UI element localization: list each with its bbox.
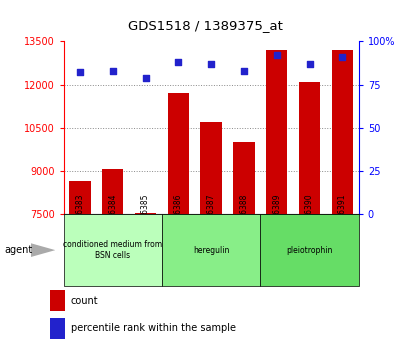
- Text: pleiotrophin: pleiotrophin: [285, 246, 332, 255]
- Bar: [265, 50, 287, 214]
- Text: percentile rank within the sample: percentile rank within the sample: [71, 323, 235, 333]
- Text: conditioned medium from
BSN cells: conditioned medium from BSN cells: [63, 240, 162, 260]
- Bar: [331, 50, 352, 214]
- Text: GSM76388: GSM76388: [239, 193, 248, 235]
- Bar: [260, 214, 358, 286]
- Point: [142, 75, 148, 80]
- Point: [175, 59, 181, 65]
- Point: [207, 61, 214, 67]
- Bar: [167, 93, 189, 214]
- Point: [76, 70, 83, 75]
- Bar: [298, 82, 319, 214]
- Bar: [233, 142, 254, 214]
- Text: GSM76390: GSM76390: [304, 193, 313, 235]
- Text: GSM76383: GSM76383: [75, 193, 84, 235]
- Text: heregulin: heregulin: [193, 246, 229, 255]
- Bar: [63, 214, 162, 286]
- Bar: [50, 290, 65, 311]
- Text: GSM76391: GSM76391: [337, 193, 346, 235]
- Text: GSM76384: GSM76384: [108, 193, 117, 235]
- Bar: [200, 122, 221, 214]
- Text: GDS1518 / 1389375_at: GDS1518 / 1389375_at: [127, 19, 282, 32]
- Text: count: count: [71, 296, 98, 306]
- Bar: [135, 213, 156, 214]
- Bar: [69, 181, 90, 214]
- Point: [240, 68, 247, 73]
- Point: [306, 61, 312, 67]
- Text: agent: agent: [4, 245, 32, 255]
- Point: [273, 52, 279, 58]
- Point: [109, 68, 116, 73]
- Bar: [102, 169, 123, 214]
- Bar: [50, 318, 65, 339]
- Point: [338, 54, 345, 60]
- Polygon shape: [31, 243, 55, 257]
- Bar: [162, 214, 260, 286]
- Text: GSM76389: GSM76389: [272, 193, 281, 235]
- Text: GSM76386: GSM76386: [173, 193, 182, 235]
- Text: GSM76385: GSM76385: [141, 193, 150, 235]
- Text: GSM76387: GSM76387: [206, 193, 215, 235]
